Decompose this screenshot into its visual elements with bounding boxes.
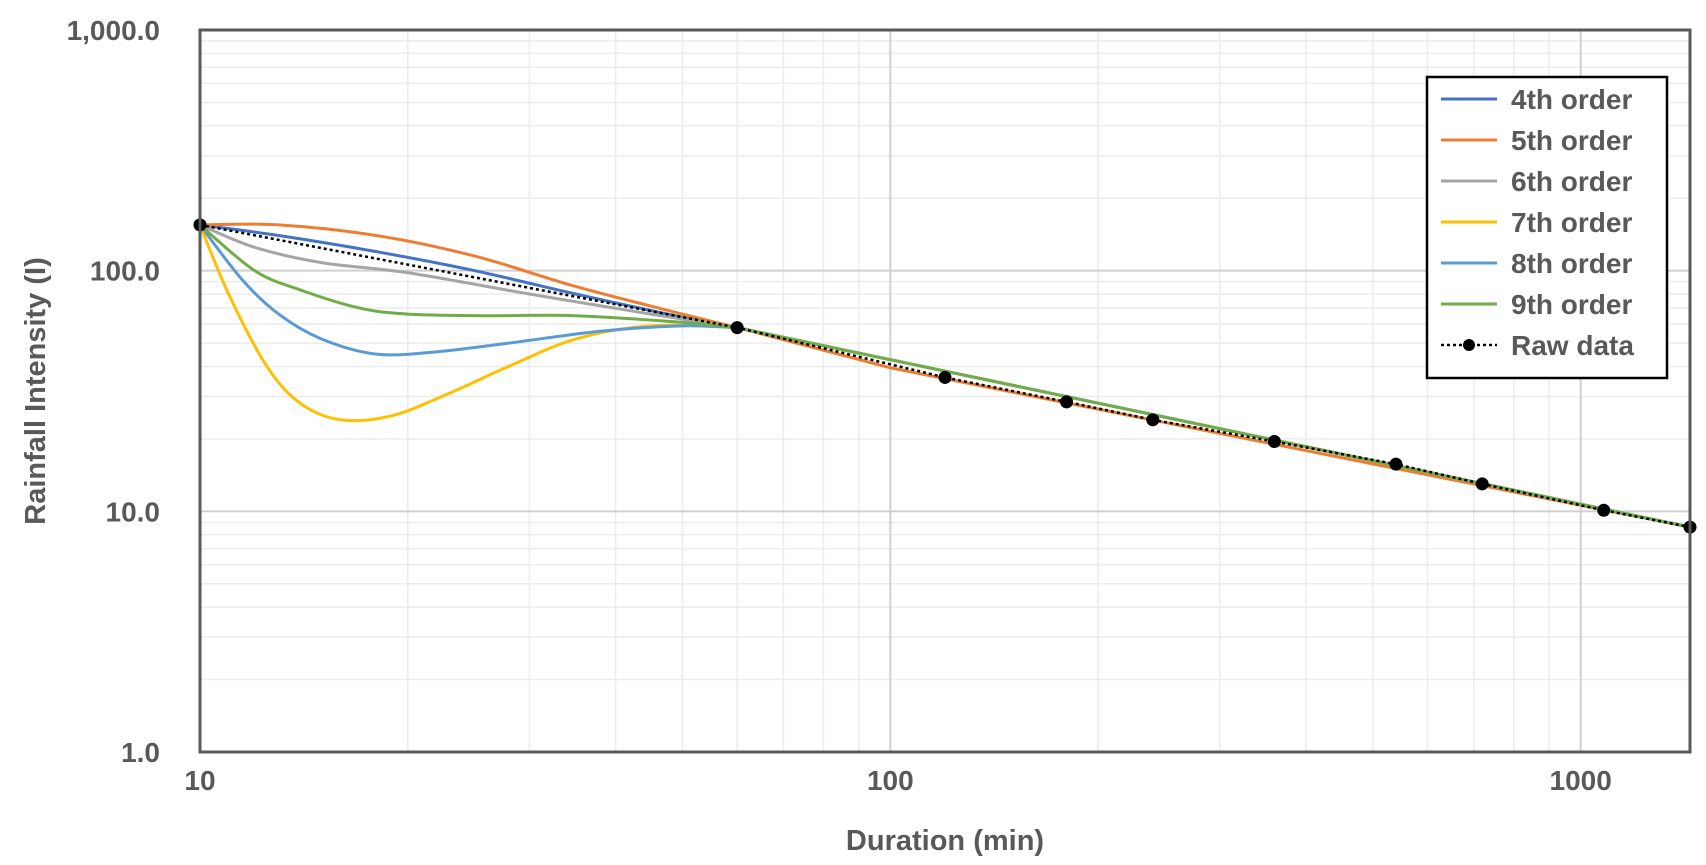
raw-data-point (730, 321, 744, 335)
series-5th-order (199, 222, 1691, 529)
x-tick-label: 100 (867, 765, 914, 796)
legend-marker (1463, 339, 1475, 351)
legend-label: 4th order (1511, 84, 1632, 115)
legend-label: 9th order (1511, 289, 1632, 320)
series-line-5th-order-fit (199, 222, 738, 330)
series-layer (198, 222, 1691, 529)
legend-label: 5th order (1511, 125, 1632, 156)
legend-item: 9th order (1441, 289, 1632, 320)
raw-data-point (1475, 477, 1489, 491)
x-axis-title: Duration (min) (846, 825, 1044, 857)
series-line-6th-order-fit (199, 223, 738, 330)
legend-item: 6th order (1441, 166, 1632, 197)
y-tick-label: 10.0 (106, 496, 161, 527)
series-line-raw-data (199, 223, 1691, 529)
series-line-8th-order-fit (198, 223, 738, 357)
legend-label: 7th order (1511, 207, 1632, 238)
x-tick-label: 1000 (1550, 765, 1612, 796)
plot-area-frame (198, 28, 1692, 754)
raw-data-point (1597, 503, 1611, 517)
minor-gridlines (200, 30, 1690, 752)
raw-data-point (1389, 457, 1403, 471)
legend-item: 5th order (1441, 125, 1632, 156)
y-tick-label: 1,000.0 (67, 15, 160, 46)
legend-label: 8th order (1511, 248, 1632, 279)
y-tick-label: 1.0 (121, 737, 160, 768)
legend-label: Raw data (1511, 330, 1634, 361)
legend-item: 8th order (1441, 248, 1632, 279)
series-line-4th-order-fit (199, 223, 738, 330)
legend-label: 6th order (1511, 166, 1632, 197)
raw-data-points (193, 218, 1697, 534)
x-axis-tick-labels: 10 100 1000 (184, 765, 1611, 796)
legend-box (1425, 75, 1669, 380)
raw-data-point (938, 370, 952, 384)
series-line-9th-order-fit (199, 223, 738, 330)
legend-item: 7th order (1441, 207, 1632, 238)
raw-data-point (1146, 413, 1160, 427)
x-tick-label: 10 (184, 765, 215, 796)
raw-data-point (1060, 395, 1074, 409)
legend-item: Raw data (1441, 330, 1634, 361)
y-axis-tick-labels: 1.0 10.0 100.0 1,000.0 (67, 15, 160, 768)
series-line-5th-order-tail (736, 326, 1691, 529)
raw-data-point (1267, 435, 1281, 449)
legend-item: 4th order (1441, 84, 1632, 115)
y-tick-label: 100.0 (90, 256, 160, 287)
y-axis-title: Rainfall Intensity (I) (20, 257, 52, 524)
legend: 4th order 5th order 6th order 7th order 8th … (1425, 75, 1669, 380)
